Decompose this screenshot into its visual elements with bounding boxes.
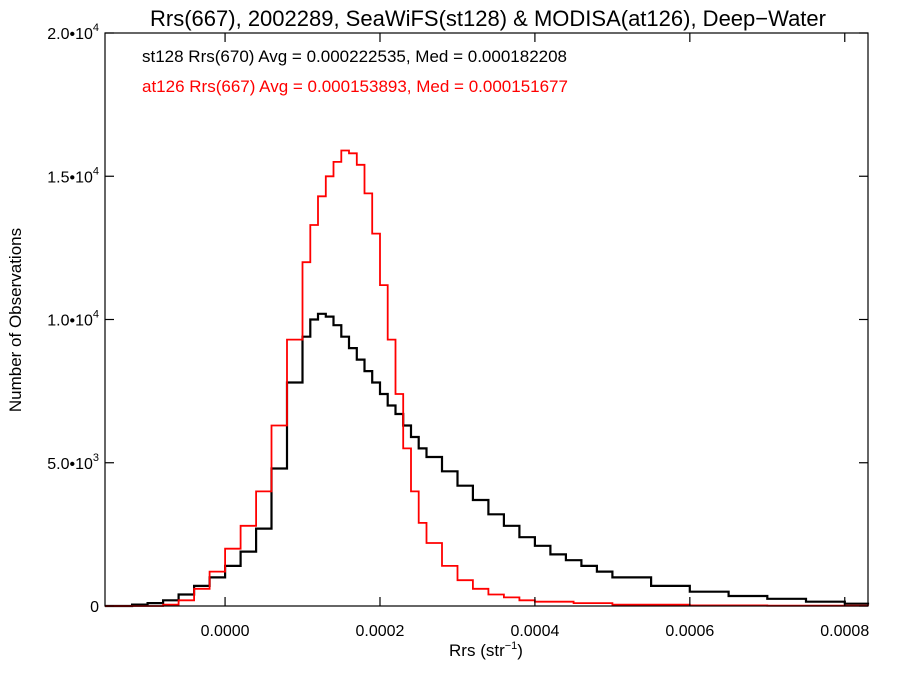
legend-entry-at126: at126 Rrs(667) Avg = 0.000153893, Med = …: [142, 77, 568, 96]
y-tick-label: 1.5•104: [47, 165, 99, 186]
x-axis-label-superscript: −1: [505, 640, 518, 652]
y-axis: 0 5.0•103 1.0•104 1.5•104 2.0•104: [47, 22, 868, 616]
plot-area: [105, 149, 870, 608]
plot-frame: [104, 32, 869, 607]
x-axis: 0.0000 0.0002 0.0004 0.0006 0.0008: [201, 33, 869, 640]
x-axis-label: Rrs (str−1): [449, 640, 523, 660]
x-tick-label: 0.0008: [820, 623, 869, 640]
legend-entry-st128: st128 Rrs(670) Avg = 0.000222535, Med = …: [142, 47, 567, 66]
y-tick-label: 1.0•104: [47, 309, 99, 330]
x-tick-label: 0.0002: [356, 623, 405, 640]
y-tick-label: 5.0•103: [47, 452, 99, 473]
x-tick-label: 0.0006: [665, 623, 714, 640]
x-axis-label-close: ): [517, 641, 523, 660]
series-line-0: [105, 312, 870, 608]
x-axis-label-main: Rrs (str: [449, 641, 505, 660]
y-axis-label: Number of Observations: [6, 228, 25, 412]
x-tick-label: 0.0004: [510, 623, 559, 640]
chart-title: Rrs(667), 2002289, SeaWiFS(st128) & MODI…: [150, 6, 826, 31]
y-tick-label: 2.0•104: [47, 22, 99, 43]
y-tick-label: 0: [90, 599, 99, 616]
series-line-1: [105, 149, 869, 607]
x-tick-label: 0.0000: [201, 623, 250, 640]
